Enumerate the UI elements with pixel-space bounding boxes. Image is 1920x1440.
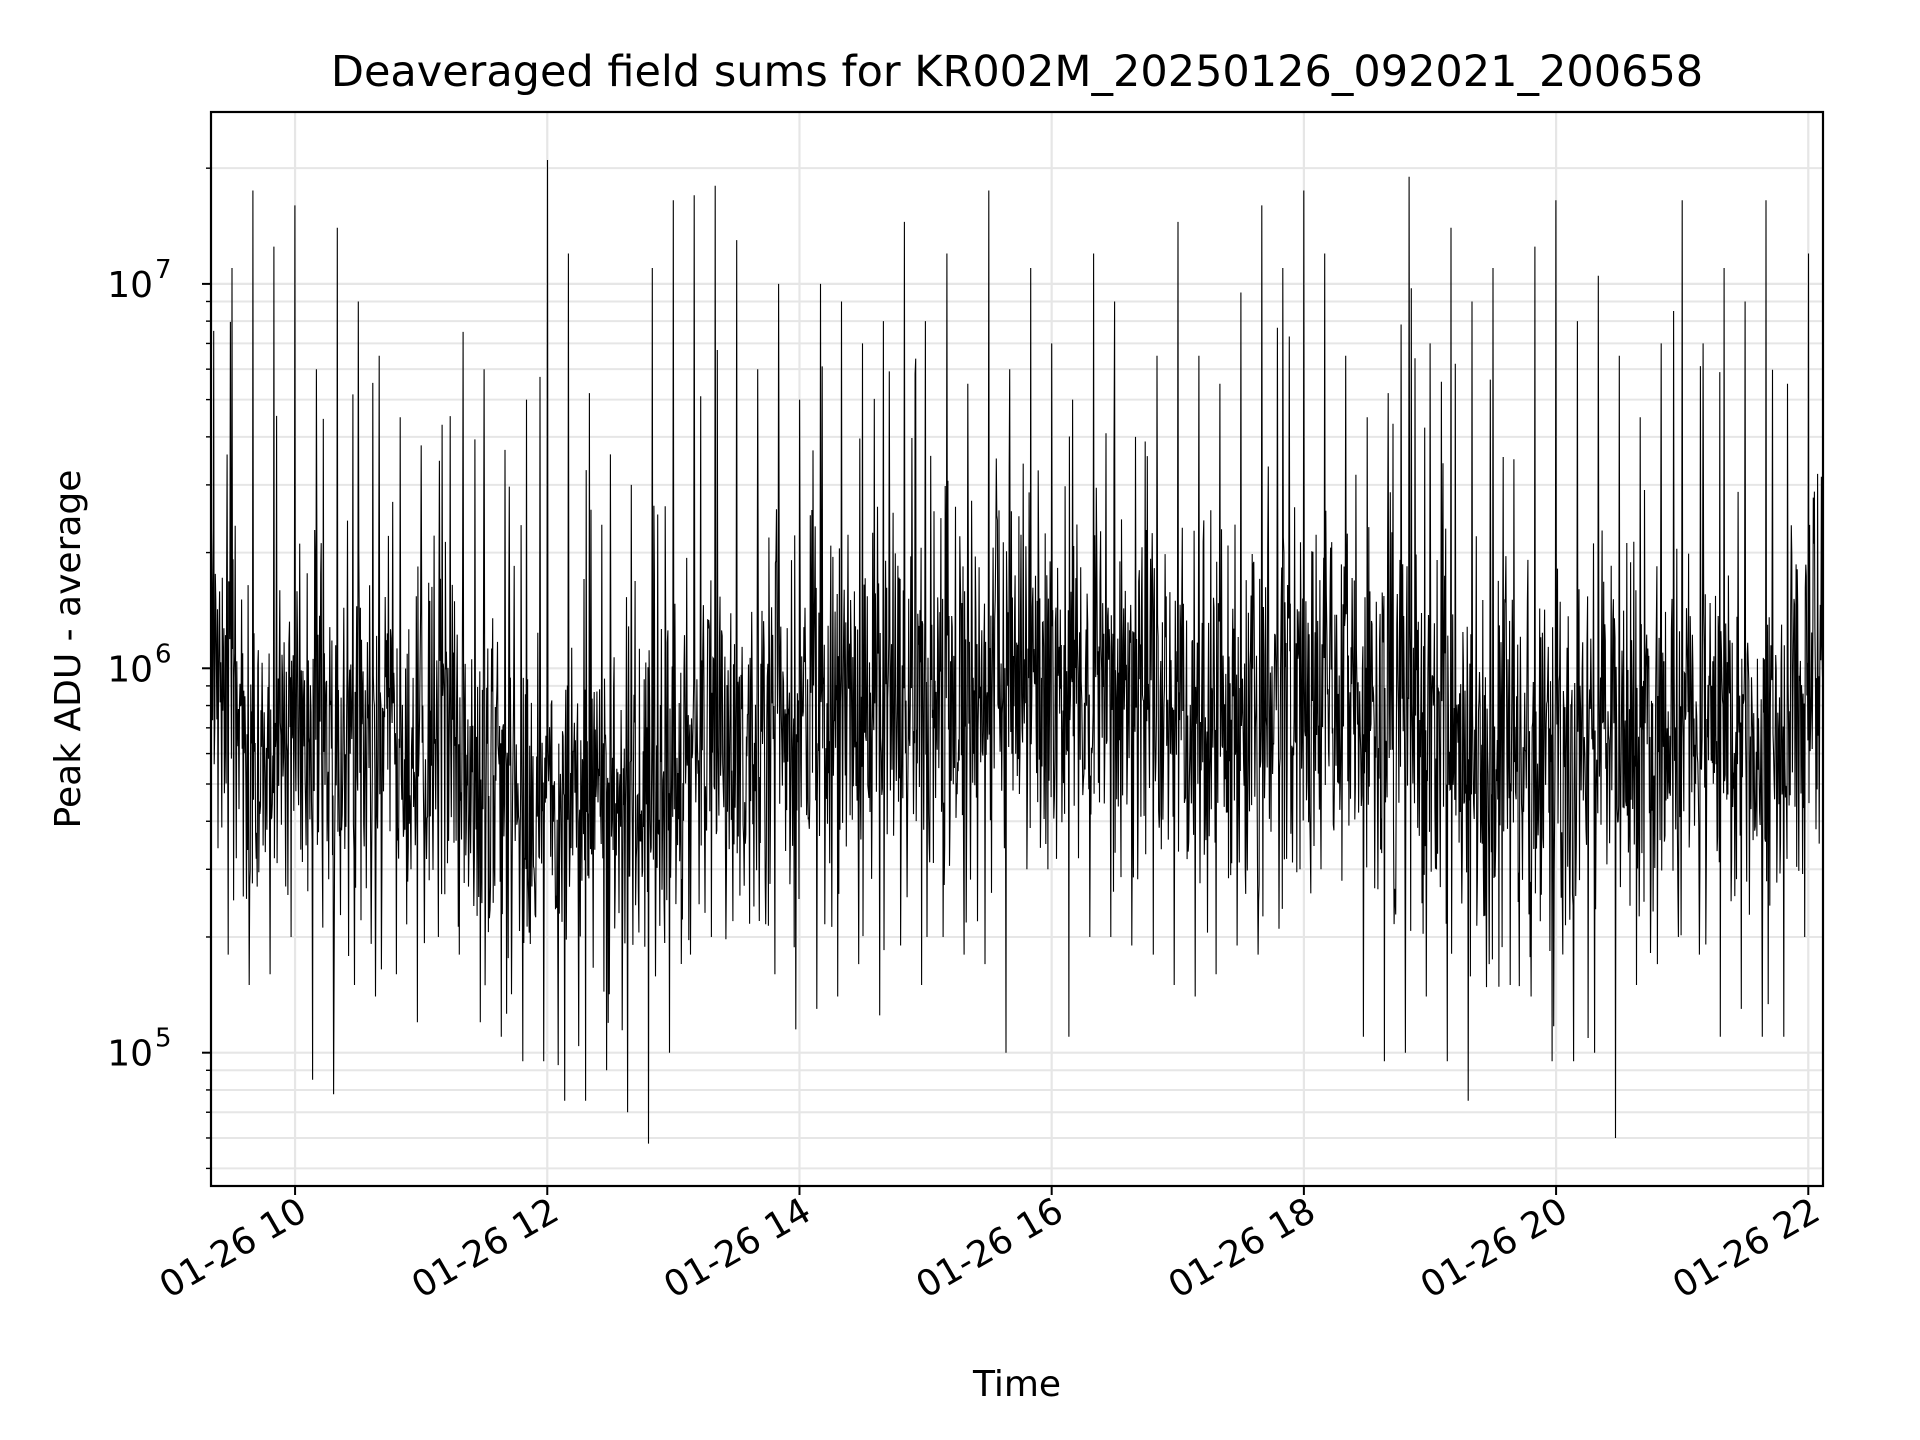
plot-area-frame xyxy=(209,110,1825,1188)
series-line xyxy=(210,159,1824,1144)
y-tick-label: 10 xyxy=(107,265,153,306)
series-line-group xyxy=(210,159,1824,1144)
chart-title: Deaveraged field sums for KR002M_2025012… xyxy=(331,47,1703,97)
y-tick-label: 10 xyxy=(107,649,153,690)
y-tick-exponent: 5 xyxy=(155,1024,172,1054)
y-tick-label: 10 xyxy=(107,1034,153,1075)
y-axis-label: Peak ADU - average xyxy=(48,470,89,829)
y-tick-exponent: 7 xyxy=(155,255,172,285)
x-axis-label: Time xyxy=(972,1364,1061,1405)
y-tick-exponent: 6 xyxy=(155,639,172,669)
